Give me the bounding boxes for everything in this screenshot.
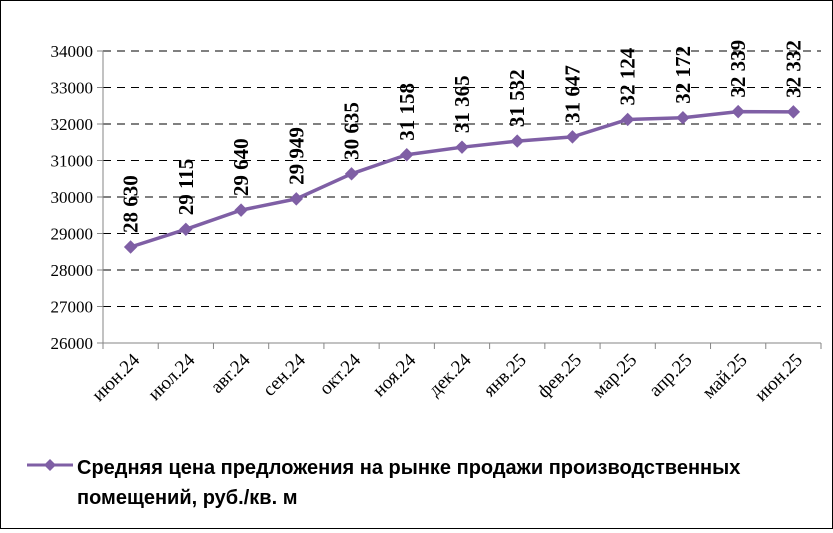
y-tick-label: 26000 [51, 334, 94, 353]
data-label: 32 172 [671, 46, 695, 104]
x-tick-label: апр.25 [645, 350, 696, 401]
data-label: 32 339 [726, 40, 750, 98]
x-tick-label: мар.25 [588, 350, 641, 403]
x-tick-label: июн.25 [751, 350, 807, 406]
x-tick-label: окт.24 [315, 349, 365, 399]
y-tick-label: 33000 [51, 79, 94, 98]
x-tick-label: дек.24 [425, 349, 476, 400]
data-label: 31 365 [450, 75, 474, 133]
data-point [786, 105, 801, 119]
gridlines [103, 50, 821, 307]
data-label: 28 630 [119, 175, 143, 233]
x-tick-label: сен.24 [259, 349, 310, 400]
data-point [289, 192, 304, 206]
y-tick-label: 34000 [51, 42, 94, 61]
data-label: 30 635 [340, 102, 364, 160]
data-point [344, 167, 359, 181]
data-point [400, 148, 414, 162]
y-tick-label: 31000 [51, 152, 94, 171]
data-point [731, 104, 745, 119]
y-tick-label: 28000 [51, 261, 94, 280]
data-point [676, 111, 690, 125]
legend-swatch-icon [27, 459, 73, 471]
data-label: 31 158 [395, 83, 419, 141]
y-tick-label: 32000 [51, 115, 94, 134]
x-tick-label: ноя.24 [369, 349, 421, 401]
legend-label: Средняя цена предложения на рынке продаж… [77, 457, 741, 509]
data-point [565, 130, 580, 144]
data-label: 32 332 [781, 40, 805, 98]
data-labels: 28 630 29 115 29 640 29 949 30 635 31 158 31 3… [119, 40, 806, 233]
data-label: 32 124 [616, 47, 640, 105]
x-axis-tick-labels: июн.24 июл.24 авг.24 сен.24 окт.24 ноя.24 дек.… [88, 349, 807, 405]
data-point [234, 203, 248, 217]
x-tick-label: фев.25 [533, 350, 586, 403]
x-tick-label: июл.24 [144, 349, 200, 405]
data-label: 29 949 [284, 127, 308, 185]
data-label: 29 640 [229, 138, 253, 196]
y-tick-label: 30000 [51, 188, 94, 207]
data-point [455, 140, 469, 154]
x-tick-label: авг.24 [207, 349, 255, 397]
data-label: 31 532 [505, 69, 529, 127]
series-markers [123, 104, 801, 254]
y-tick-label: 29000 [51, 225, 94, 244]
data-label: 31 647 [560, 65, 584, 123]
y-axis-tick-labels: 26000 27000 28000 29000 30000 31000 32000 33000… [51, 42, 94, 353]
y-tick-label: 27000 [51, 298, 94, 317]
data-point [510, 134, 524, 148]
data-point [123, 240, 138, 254]
legend: Средняя цена предложения на рынке продаж… [27, 453, 827, 513]
data-label: 29 115 [174, 159, 198, 216]
x-tick-label: янв.25 [479, 350, 530, 401]
data-point [179, 222, 193, 237]
axes [97, 50, 822, 349]
data-point [620, 112, 635, 127]
x-tick-label: май.25 [698, 350, 751, 403]
x-tick-label: июн.24 [88, 349, 144, 405]
